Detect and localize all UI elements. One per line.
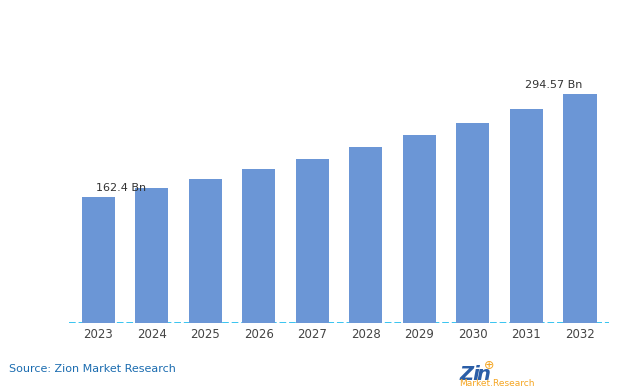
Bar (510, 109, 543, 323)
Bar (135, 189, 168, 323)
Text: Zi: Zi (459, 365, 480, 384)
Bar (563, 94, 596, 323)
Text: n: n (476, 365, 490, 384)
Text: 162.4 Bn: 162.4 Bn (96, 183, 146, 193)
Text: 2024-2032 (USD Billion): 2024-2032 (USD Billion) (391, 19, 571, 34)
Text: 294.57 Bn: 294.57 Bn (525, 80, 582, 90)
Bar (296, 159, 329, 323)
Bar (189, 179, 222, 323)
Bar (456, 123, 489, 323)
Bar (349, 147, 382, 323)
Bar (82, 197, 115, 323)
Text: Market.Research: Market.Research (459, 379, 535, 388)
Text: Source: Zion Market Research: Source: Zion Market Research (9, 364, 176, 374)
Bar (402, 135, 436, 323)
Text: ⊕: ⊕ (484, 359, 494, 372)
Text: Global On-Demand Transportation Market,: Global On-Demand Transportation Market, (9, 18, 425, 35)
Text: CAGR :  6.84%: CAGR : 6.84% (114, 82, 232, 97)
Bar (242, 169, 276, 323)
